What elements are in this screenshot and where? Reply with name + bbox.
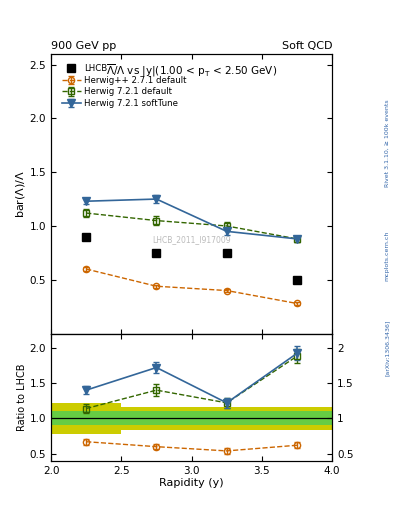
Y-axis label: Ratio to LHCB: Ratio to LHCB [17,364,27,431]
Line: LHCB: LHCB [82,232,301,284]
Text: mcplots.cern.ch: mcplots.cern.ch [385,231,389,281]
X-axis label: Rapidity (y): Rapidity (y) [159,478,224,488]
Text: 900 GeV pp: 900 GeV pp [51,41,116,51]
LHCB [224,250,229,256]
Text: $\overline{\Lambda}/\Lambda$ vs |y|(1.00 < p$_\mathrm{T}$ < 2.50 GeV): $\overline{\Lambda}/\Lambda$ vs |y|(1.00… [106,62,277,79]
LHCB [154,250,159,256]
Text: [arXiv:1306.3436]: [arXiv:1306.3436] [385,320,389,376]
Legend: LHCB, Herwig++ 2.7.1 default, Herwig 7.2.1 default, Herwig 7.2.1 softTune: LHCB, Herwig++ 2.7.1 default, Herwig 7.2… [58,61,190,112]
Text: Rivet 3.1.10, ≥ 100k events: Rivet 3.1.10, ≥ 100k events [385,99,389,187]
Y-axis label: bar($\Lambda$)/$\Lambda$: bar($\Lambda$)/$\Lambda$ [14,169,27,218]
LHCB [295,276,299,283]
Text: LHCB_2011_I917009: LHCB_2011_I917009 [152,235,231,244]
Text: Soft QCD: Soft QCD [282,41,332,51]
LHCB [84,233,88,240]
